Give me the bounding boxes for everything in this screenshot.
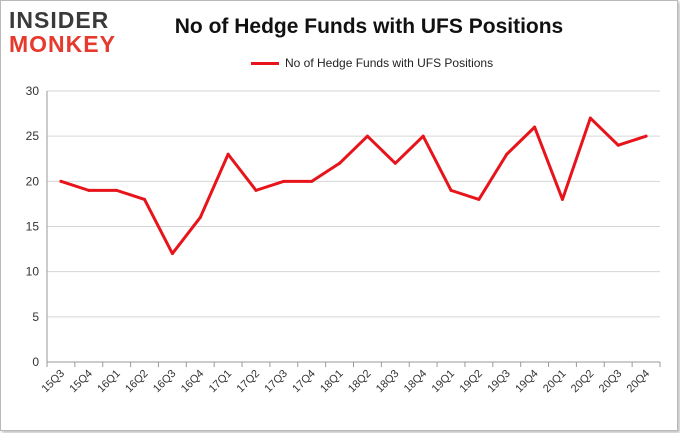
data-point [421,134,425,138]
legend-swatch [251,61,279,65]
legend-label: No of Hedge Funds with UFS Positions [285,56,494,70]
x-tick-label: 18Q1 [318,368,346,396]
y-tick-label: 15 [26,220,40,234]
data-point [226,152,230,156]
x-tick-label: 19Q3 [485,368,513,396]
data-point [644,134,648,138]
x-tick-label: 17Q4 [290,368,318,396]
series-line [59,116,648,256]
x-tick-label: 20Q2 [569,368,597,396]
x-tick-label: 19Q4 [513,368,541,396]
data-point [87,188,91,192]
data-point [115,188,119,192]
x-tick-label: 18Q3 [374,368,402,396]
data-point [560,197,564,201]
y-tick-label: 25 [26,129,40,143]
x-tick-label: 16Q4 [179,368,207,396]
y-tick-label: 5 [32,310,39,324]
chart-title: No of Hedge Funds with UFS Positions [174,15,564,38]
x-tick-label: 20Q3 [597,368,625,396]
chart-legend: No of Hedge Funds with UFS Positions [251,56,493,70]
data-point [59,179,63,183]
logo-line-2: MONKEY [9,31,116,57]
x-tick-label: 16Q1 [95,368,123,396]
x-tick-label: 17Q1 [207,368,235,396]
x-tick-label: 19Q2 [457,368,485,396]
y-tick-label: 0 [32,355,39,369]
logo-line-1: INSIDER [9,7,110,33]
data-point [365,134,369,138]
x-tick-label: 20Q4 [625,368,653,396]
data-point [198,215,202,219]
x-tick-label: 16Q3 [151,368,179,396]
x-tick-label: 16Q2 [123,368,151,396]
x-tick-label: 17Q3 [262,368,290,396]
data-point [143,197,147,201]
data-point [310,179,314,183]
data-point [393,161,397,165]
x-tick-label: 19Q1 [430,368,458,396]
y-tick-label: 20 [26,174,40,188]
data-point [254,188,258,192]
x-tick-label: 20Q1 [541,368,569,396]
data-point [588,116,592,120]
insider-monkey-logo: INSIDER MONKEY [9,7,129,59]
data-point [338,161,342,165]
data-point [477,197,481,201]
y-tick-label: 10 [26,265,40,279]
x-tick-label: 15Q3 [40,368,68,396]
data-point [616,143,620,147]
x-tick-label: 18Q2 [346,368,374,396]
x-tick-label: 17Q2 [235,368,263,396]
x-tick-label: 18Q4 [402,368,430,396]
data-point [170,252,174,256]
x-tick-label: 15Q4 [67,368,95,396]
data-point [282,179,286,183]
y-tick-label: 30 [26,84,40,98]
data-point [449,188,453,192]
data-point [505,152,509,156]
data-point [533,125,537,129]
